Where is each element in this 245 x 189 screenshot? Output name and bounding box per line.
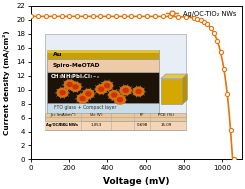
Point: [145, 15, 149, 18]
Y-axis label: Current density (mA/cm²): Current density (mA/cm²): [3, 30, 11, 135]
Point: [196, 17, 199, 20]
Point: [122, 15, 126, 18]
Point: [44, 15, 48, 18]
Point: [75, 15, 79, 18]
Legend: Ag/OC-TiO₂ NWs: Ag/OC-TiO₂ NWs: [165, 9, 238, 18]
Point: [137, 15, 141, 18]
Point: [184, 15, 188, 19]
Point: [130, 15, 134, 18]
Point: [52, 15, 56, 18]
Point: [209, 26, 213, 29]
X-axis label: Voltage (mV): Voltage (mV): [103, 177, 169, 186]
Point: [225, 92, 229, 95]
Point: [83, 15, 87, 18]
Point: [114, 15, 118, 18]
Point: [98, 15, 102, 18]
Point: [215, 39, 219, 42]
Point: [153, 15, 157, 18]
Point: [219, 51, 222, 54]
Point: [37, 15, 40, 18]
Point: [176, 15, 180, 18]
Point: [199, 19, 203, 22]
Point: [106, 15, 110, 18]
Point: [168, 15, 172, 18]
Point: [67, 15, 71, 18]
Point: [29, 15, 33, 18]
Point: [212, 32, 216, 35]
Point: [192, 16, 196, 19]
Point: [205, 23, 209, 26]
Point: [91, 15, 95, 18]
Point: [60, 15, 64, 18]
Point: [160, 15, 164, 18]
Point: [222, 68, 226, 71]
Point: [202, 20, 206, 23]
Point: [232, 158, 236, 161]
Point: [229, 129, 233, 132]
